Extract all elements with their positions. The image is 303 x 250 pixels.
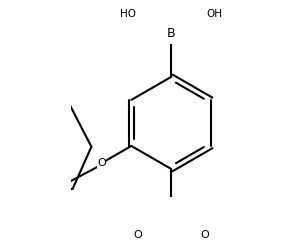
Text: B: B <box>167 27 175 40</box>
Text: HO: HO <box>120 8 136 18</box>
Text: O: O <box>97 158 106 168</box>
Text: O: O <box>201 230 209 239</box>
Text: O: O <box>133 230 142 239</box>
Text: OH: OH <box>207 8 223 18</box>
